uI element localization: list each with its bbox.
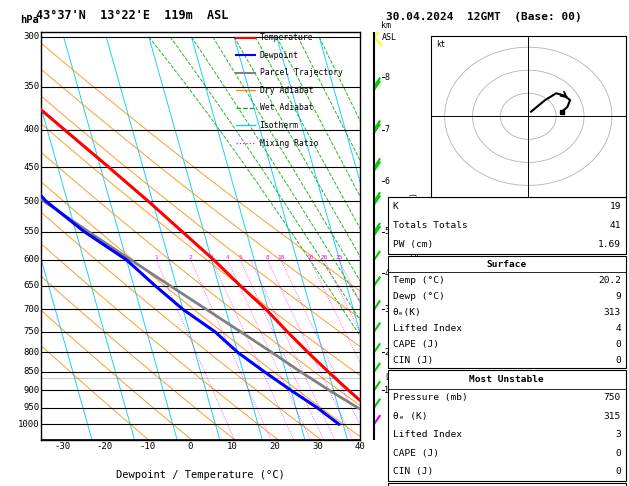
Text: 16: 16: [306, 255, 314, 260]
Text: 20.2: 20.2: [598, 276, 621, 285]
Text: 600: 600: [23, 255, 39, 264]
FancyBboxPatch shape: [388, 370, 626, 481]
Text: 2: 2: [189, 255, 192, 260]
Text: CAPE (J): CAPE (J): [392, 449, 438, 458]
Text: 750: 750: [23, 327, 39, 336]
Text: 3: 3: [384, 305, 389, 314]
Text: Dewpoint / Temperature (°C): Dewpoint / Temperature (°C): [116, 470, 285, 481]
Text: 0: 0: [187, 442, 192, 451]
FancyBboxPatch shape: [388, 197, 626, 254]
Text: hPa: hPa: [20, 16, 39, 25]
Text: 315: 315: [604, 412, 621, 421]
Text: 1: 1: [384, 386, 389, 395]
Text: 8: 8: [384, 73, 389, 82]
Text: 4: 4: [615, 324, 621, 333]
Text: 10: 10: [227, 442, 238, 451]
Text: 500: 500: [23, 197, 39, 206]
Text: ASL: ASL: [381, 33, 396, 42]
Text: PW (cm): PW (cm): [392, 240, 433, 249]
Text: 20: 20: [321, 255, 328, 260]
Text: Pressure (mb): Pressure (mb): [392, 394, 467, 402]
Text: 0: 0: [615, 467, 621, 476]
Text: Mixing Ratio: Mixing Ratio: [260, 139, 318, 148]
Text: 300: 300: [23, 33, 39, 41]
Text: 900: 900: [23, 386, 39, 395]
Text: CIN (J): CIN (J): [392, 356, 433, 365]
Text: 5: 5: [384, 227, 389, 236]
Text: 1: 1: [154, 255, 158, 260]
Text: 2: 2: [384, 348, 389, 357]
Text: Lifted Index: Lifted Index: [392, 324, 462, 333]
Text: 850: 850: [23, 367, 39, 376]
Text: Wet Adiabat: Wet Adiabat: [260, 104, 313, 112]
Text: 30.04.2024  12GMT  (Base: 00): 30.04.2024 12GMT (Base: 00): [386, 12, 582, 22]
Text: 4: 4: [384, 268, 389, 278]
Text: θₑ (K): θₑ (K): [392, 412, 427, 421]
Text: 0: 0: [615, 356, 621, 365]
Text: 9: 9: [615, 292, 621, 301]
Text: Parcel Trajectory: Parcel Trajectory: [260, 69, 343, 77]
Text: Mixing Ratio (g/kg): Mixing Ratio (g/kg): [410, 192, 419, 279]
Text: 0: 0: [615, 340, 621, 349]
Text: Isotherm: Isotherm: [260, 121, 299, 130]
Text: -20: -20: [97, 442, 113, 451]
Text: 750: 750: [604, 394, 621, 402]
Text: 1000: 1000: [18, 419, 39, 429]
Text: 350: 350: [23, 82, 39, 91]
Text: Lifted Index: Lifted Index: [392, 430, 462, 439]
Text: 950: 950: [23, 403, 39, 412]
Text: Temperature: Temperature: [260, 33, 313, 42]
Text: 30: 30: [313, 442, 323, 451]
Text: 3: 3: [615, 430, 621, 439]
Text: Temp (°C): Temp (°C): [392, 276, 444, 285]
Text: 650: 650: [23, 281, 39, 290]
Text: CAPE (J): CAPE (J): [392, 340, 438, 349]
Text: -10: -10: [139, 442, 155, 451]
Text: -30: -30: [54, 442, 70, 451]
Text: 5: 5: [238, 255, 242, 260]
Text: Surface: Surface: [487, 260, 527, 269]
Text: 41: 41: [610, 221, 621, 230]
FancyBboxPatch shape: [388, 483, 626, 486]
Text: Dry Adiabat: Dry Adiabat: [260, 86, 313, 95]
Text: 19: 19: [610, 202, 621, 211]
Text: 8: 8: [265, 255, 269, 260]
Text: K: K: [392, 202, 398, 211]
Text: 4: 4: [226, 255, 230, 260]
Text: LCL: LCL: [385, 373, 399, 382]
Text: 1.69: 1.69: [598, 240, 621, 249]
Text: 7: 7: [384, 125, 389, 134]
Text: 550: 550: [23, 227, 39, 236]
Text: CIN (J): CIN (J): [392, 467, 433, 476]
Text: 20: 20: [270, 442, 281, 451]
Text: Dewp (°C): Dewp (°C): [392, 292, 444, 301]
Text: 25: 25: [335, 255, 343, 260]
Text: 0: 0: [615, 449, 621, 458]
Text: km: km: [381, 20, 391, 30]
Text: 700: 700: [23, 305, 39, 314]
Text: 43°37'N  13°22'E  119m  ASL: 43°37'N 13°22'E 119m ASL: [36, 9, 228, 22]
Text: Most Unstable: Most Unstable: [469, 375, 544, 384]
Text: 800: 800: [23, 348, 39, 357]
Text: 3: 3: [210, 255, 214, 260]
Text: θₑ(K): θₑ(K): [392, 308, 421, 317]
Text: Dewpoint: Dewpoint: [260, 51, 299, 60]
Text: 10: 10: [277, 255, 284, 260]
Text: Totals Totals: Totals Totals: [392, 221, 467, 230]
Text: 400: 400: [23, 125, 39, 134]
Text: 6: 6: [384, 177, 389, 186]
FancyBboxPatch shape: [388, 256, 626, 368]
Text: 40: 40: [355, 442, 365, 451]
Text: 450: 450: [23, 163, 39, 172]
Text: 313: 313: [604, 308, 621, 317]
